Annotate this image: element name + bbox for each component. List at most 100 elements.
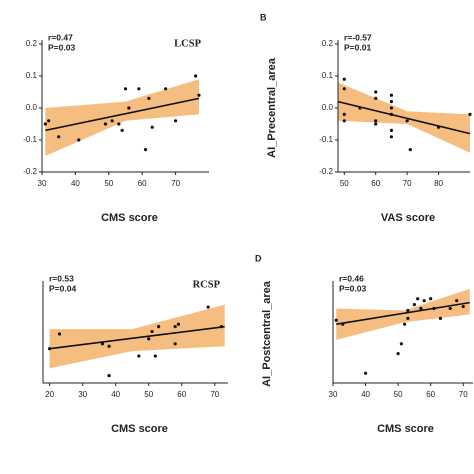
y-tick-label: 0.0 [26,103,38,112]
y-tick-label: 0.0 [322,103,334,112]
x-tick-label: 50 [340,179,349,188]
point [147,337,151,341]
point [342,119,346,123]
point [120,128,124,132]
point [429,297,433,301]
point [137,87,141,91]
point [143,148,148,152]
point [110,119,114,123]
x-tick-label: 60 [138,179,147,188]
point [374,119,378,123]
region-tag: LCSP [174,38,201,49]
confidence-band [49,304,225,369]
point [416,297,420,301]
point [406,308,410,313]
y-tick-label: 0.1 [26,71,38,80]
y-tick-label: -0.2 [23,167,37,176]
x-tick-label: 20 [45,390,54,399]
point [57,332,62,336]
x-axis-label: CMS score [101,212,158,224]
point [396,352,400,356]
y-tick-label: 0.2 [322,39,334,48]
point [194,74,198,78]
point [147,96,151,100]
point [197,93,201,97]
x-axis-label: CMS score [111,423,168,435]
region-tag: RCSP [193,279,221,290]
x-tick-label: 70 [210,390,219,399]
point [157,325,161,329]
point [399,342,403,346]
confidence-band [336,288,470,340]
point [206,305,210,309]
point [374,96,378,100]
panel-label: B [260,12,267,22]
y-tick-label: 0.2 [26,39,38,48]
point [176,322,181,326]
point [173,342,177,346]
point [374,122,378,126]
panel-label: D [255,253,262,263]
point [150,329,154,334]
point [137,354,141,358]
regression-line [45,97,200,132]
point [374,90,378,94]
stat-label: r=0.46 [339,273,364,283]
point [389,100,394,104]
x-axis-label: VAS score [381,212,435,224]
x-axis-label: CMS score [377,423,434,435]
point [334,318,338,322]
x-tick-label: 40 [361,390,370,399]
point [173,325,177,329]
point [363,371,368,375]
x-tick-label: 50 [144,390,153,399]
stat-label: r=-0.57 [344,32,372,42]
y-tick-label: -0.1 [23,135,37,144]
x-tick-label: 60 [371,179,380,188]
point [406,316,410,320]
y-tick-label: -0.1 [319,135,333,144]
x-tick-label: 40 [111,390,120,399]
stat-label: P=0.01 [344,42,371,52]
stat-label: P=0.03 [339,283,366,293]
x-tick-label: 80 [434,179,443,188]
y-tick-label: 0.1 [322,71,334,80]
point [47,119,51,123]
x-tick-label: 40 [71,179,80,188]
x-tick-label: 30 [78,390,87,399]
stat-label: P=0.04 [49,283,76,293]
point [412,303,416,307]
point [342,87,346,91]
point [100,342,105,346]
point [153,354,157,358]
point [455,299,459,303]
point [438,316,443,320]
stat-label: r=0.53 [49,273,74,283]
point [123,87,128,91]
point [342,77,346,81]
point [389,128,394,132]
x-tick-label: 30 [329,390,338,399]
x-tick-label: 50 [104,179,113,188]
point [57,135,61,139]
y-axis-label: AI_Precentral_area [266,57,278,158]
point [150,125,154,129]
point [389,135,394,139]
x-tick-label: 30 [38,179,47,188]
regression-line [337,100,471,135]
point [342,112,346,116]
point [461,304,465,309]
point [107,344,111,348]
x-tick-label: 50 [394,390,403,399]
point [163,87,168,91]
regression-line [336,301,470,325]
y-tick-label: -0.2 [319,167,333,176]
regression-line [49,325,225,350]
point [174,119,178,123]
stat-label: r=0.47 [48,32,73,42]
stat-label: P=0.03 [48,42,75,52]
point [422,299,426,303]
point [408,148,412,152]
point [43,122,47,126]
